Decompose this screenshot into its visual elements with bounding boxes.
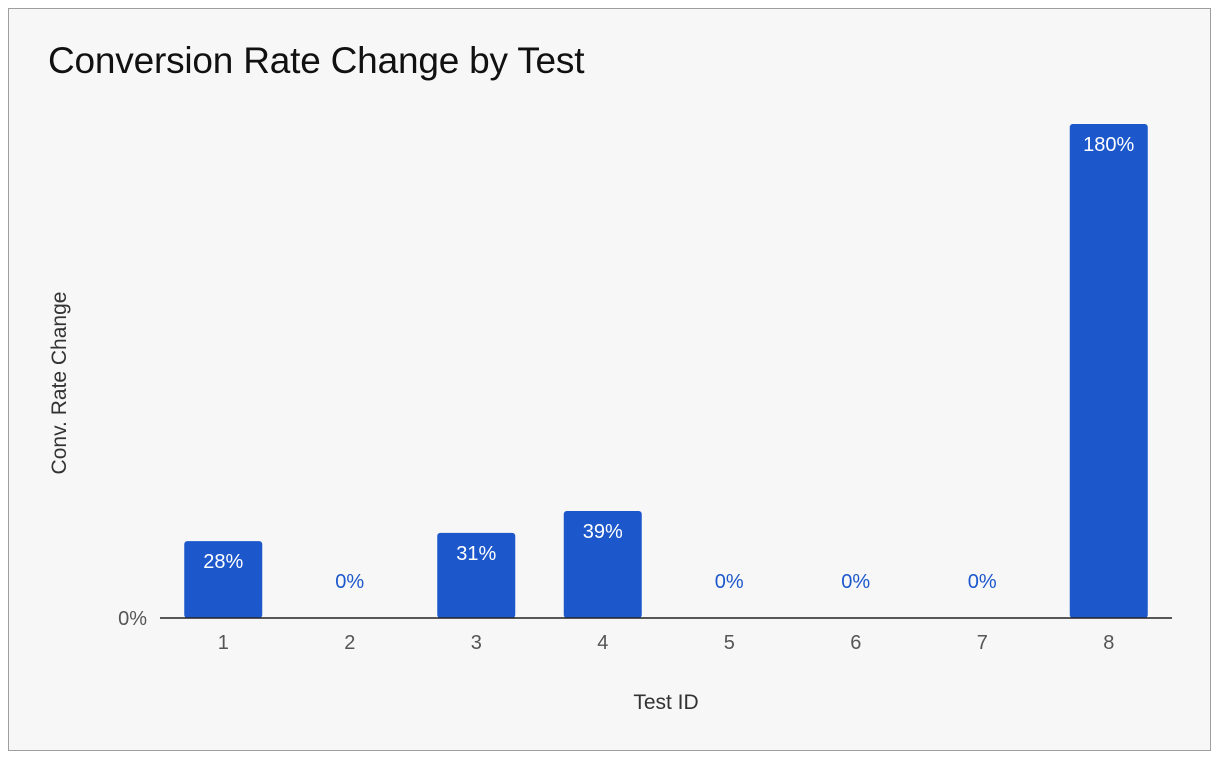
bar-test-8[interactable]	[1069, 124, 1148, 618]
data-label-test-2: 0%	[335, 571, 364, 593]
x-tick-label: 7	[977, 632, 988, 654]
x-tick-label: 3	[471, 632, 482, 654]
bars-group	[184, 124, 1148, 618]
x-tick-label: 8	[1103, 632, 1114, 654]
x-tick-label: 2	[344, 632, 355, 654]
data-labels-group: 28% 0% 31% 39% 0% 0% 0% 180%	[203, 134, 1134, 593]
data-label-test-5: 0%	[715, 571, 744, 593]
data-label-test-1: 28%	[203, 551, 243, 573]
x-tick-label: 5	[724, 632, 735, 654]
x-tick-label: 4	[597, 632, 608, 654]
x-axis-title: Test ID	[633, 691, 698, 714]
y-axis-title: Conv. Rate Change	[48, 292, 71, 475]
x-tick-label: 6	[850, 632, 861, 654]
data-label-test-4: 39%	[583, 521, 623, 543]
data-label-test-3: 31%	[456, 543, 496, 565]
y-tick-label: 0%	[118, 608, 147, 630]
data-label-test-7: 0%	[968, 571, 997, 593]
bar-test-1[interactable]	[184, 541, 263, 618]
bar-test-3[interactable]	[437, 532, 516, 618]
data-label-test-8: 180%	[1083, 134, 1134, 156]
chart-frame	[8, 8, 1211, 751]
x-tick-label: 1	[218, 632, 229, 654]
bar-test-4[interactable]	[563, 510, 642, 618]
x-tick-labels-group: 1 2 3 4 5 6 7 8	[218, 632, 1115, 654]
data-label-test-6: 0%	[841, 571, 870, 593]
chart-title: Conversion Rate Change by Test	[48, 40, 585, 81]
